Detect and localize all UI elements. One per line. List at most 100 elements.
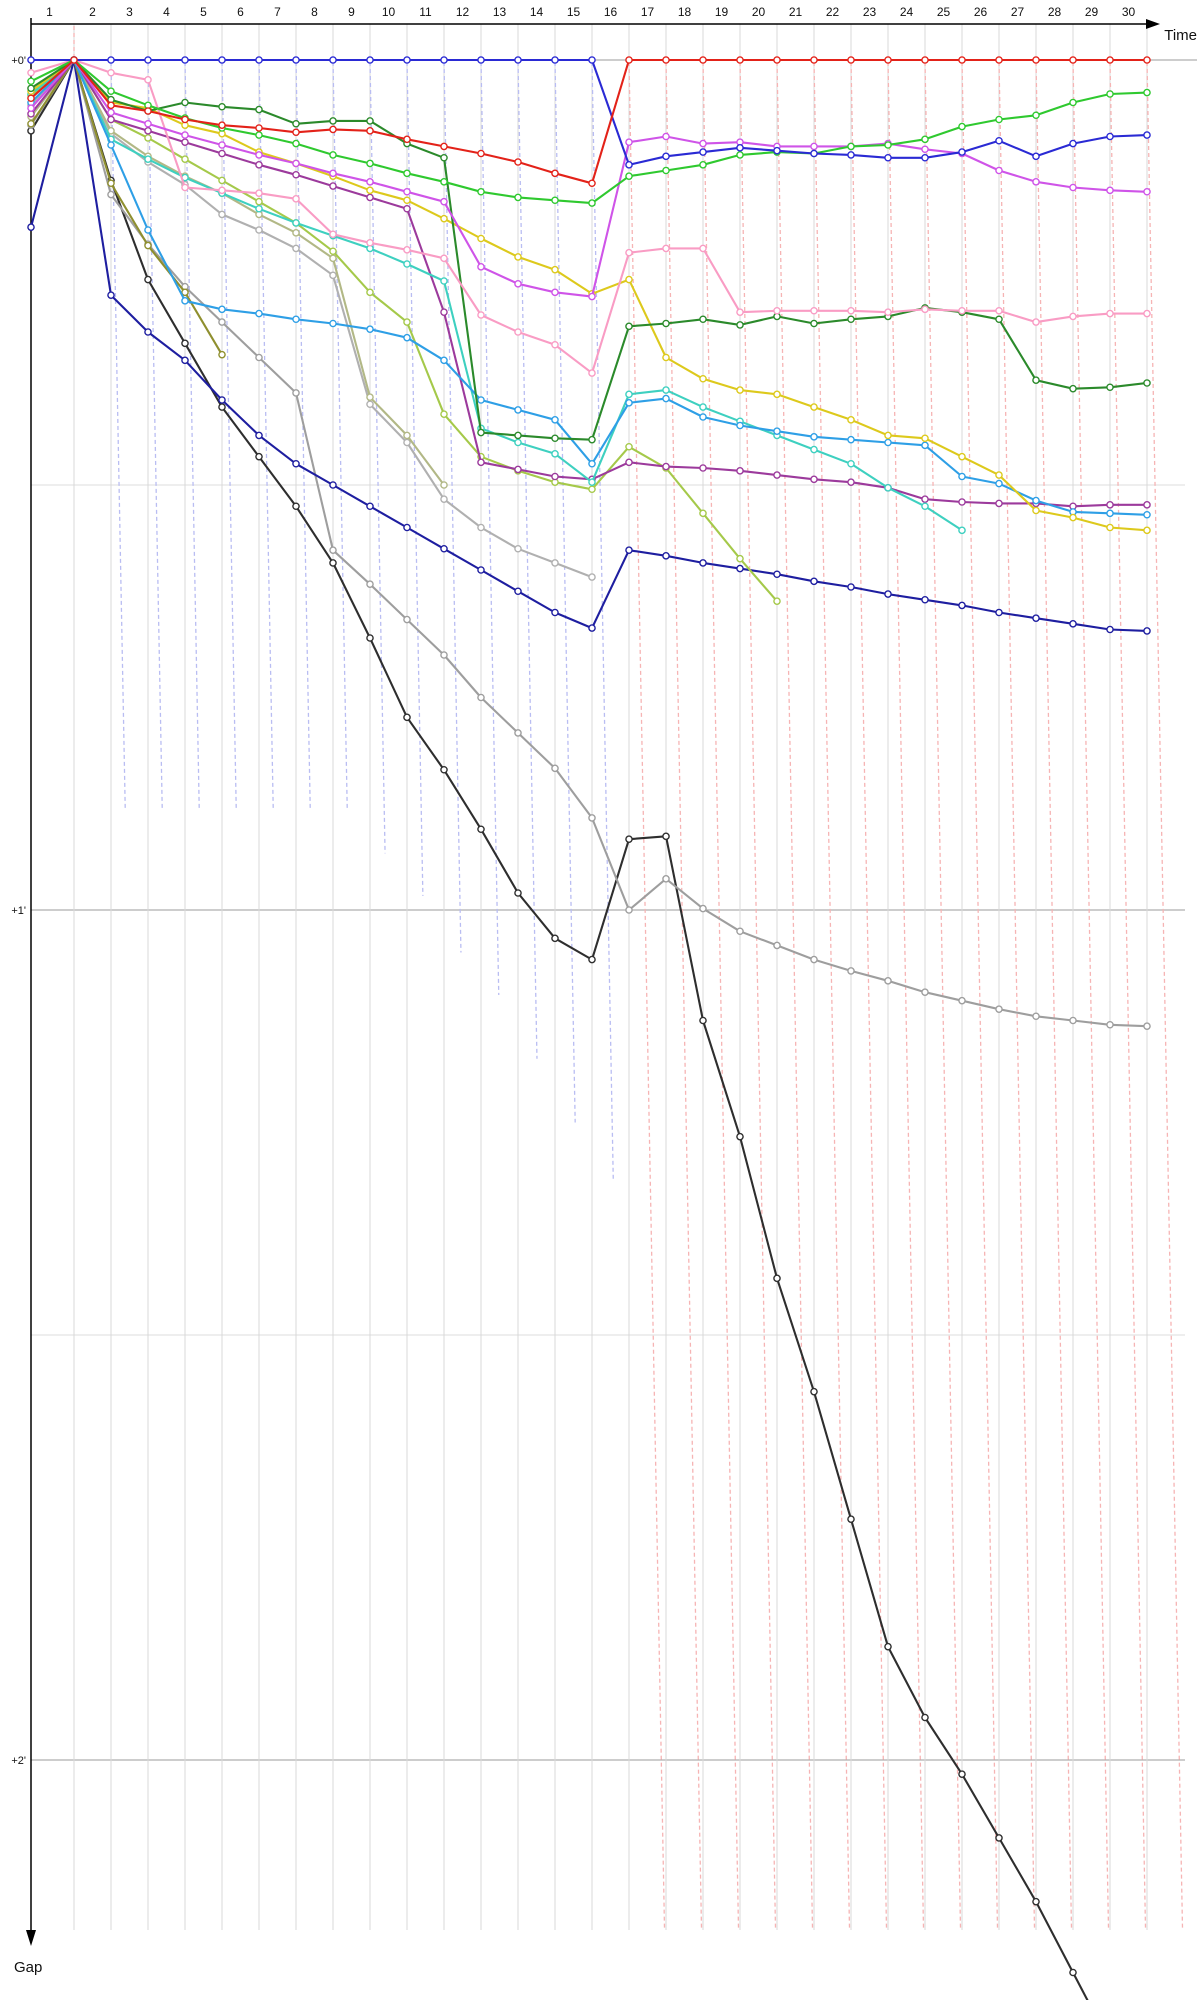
leader-lap-guide-blue [591, 61, 614, 1180]
driver-black-marker [736, 1132, 744, 1141]
driver-red-marker [847, 56, 855, 64]
driver-lightblue-marker [884, 438, 892, 447]
driver-magenta-marker [551, 288, 559, 297]
driver-magenta-marker [292, 159, 300, 168]
driver-purple-marker [440, 308, 448, 316]
driver-purple-marker [107, 115, 115, 124]
driver-blue-marker [847, 151, 855, 159]
driver-yellowgreen-marker [366, 288, 374, 297]
driver-black-marker [403, 713, 411, 722]
driver-red-marker [921, 56, 929, 64]
driver-yellow-marker [403, 196, 411, 205]
driver-pink-marker [292, 195, 300, 203]
driver-turquoise-marker [255, 204, 263, 213]
driver-yellow-marker [884, 431, 892, 440]
driver-magenta-marker [699, 139, 707, 148]
driver-red-marker [403, 135, 411, 144]
driver-silver-marker [255, 226, 263, 234]
driver-gray-marker [218, 318, 226, 326]
driver-darkgreen-marker [27, 84, 35, 93]
driver-blue-marker [514, 56, 522, 64]
driver-lightblue-marker [662, 394, 670, 403]
driver-navy-marker [329, 481, 337, 489]
driver-black-marker [699, 1016, 707, 1025]
driver-magenta-line [29, 58, 1149, 298]
driver-green-marker [366, 159, 374, 168]
lap-label-9: 9 [348, 5, 355, 19]
driver-olive-marker [144, 241, 152, 250]
driver-magenta-marker [255, 151, 263, 159]
driver-lightblue-marker [699, 413, 707, 421]
driver-gray-marker [1032, 1012, 1040, 1021]
lap-gridlines [73, 24, 1148, 1930]
driver-purple-marker [329, 182, 337, 190]
driver-green-marker [1143, 88, 1151, 97]
driver-olive-marker [107, 179, 115, 188]
driver-tan-marker [403, 431, 411, 440]
driver-pink-marker [810, 306, 818, 315]
driver-blue-marker [218, 56, 226, 64]
driver-gray-marker [884, 977, 892, 985]
lap-label-3: 3 [126, 5, 133, 19]
driver-green-marker [736, 151, 744, 159]
driver-pink-line [29, 58, 1149, 375]
driver-lightblue-marker [107, 141, 115, 149]
driver-turquoise-marker [847, 459, 855, 468]
driver-red-marker [27, 94, 35, 103]
driver-red-marker [329, 125, 337, 134]
driver-navy-marker [1106, 625, 1114, 634]
driver-blue-marker [292, 56, 300, 64]
driver-silver-marker [514, 544, 522, 553]
driver-lightblue-trace [27, 56, 1151, 519]
driver-darkgreen-marker [625, 322, 633, 331]
driver-green-marker [255, 131, 263, 139]
driver-gray-marker [329, 546, 337, 554]
driver-yellow-marker [1106, 523, 1114, 532]
driver-navy-marker [588, 624, 596, 632]
driver-lightblue-marker [625, 399, 633, 407]
driver-blue-trace [27, 56, 1151, 169]
driver-navy-marker [958, 601, 966, 610]
lap-label-24: 24 [900, 5, 914, 19]
driver-black-marker [440, 765, 448, 774]
horizontal-gridlines [31, 59, 1197, 1761]
driver-red-marker [662, 56, 670, 64]
driver-yellow-marker [847, 416, 855, 424]
driver-silver-marker [440, 495, 448, 503]
driver-navy-marker [662, 552, 670, 560]
driver-magenta-marker [514, 280, 522, 288]
driver-navy-marker [736, 564, 744, 573]
driver-gray-marker [810, 955, 818, 964]
driver-black-marker [1069, 1968, 1077, 1977]
driver-yellow-marker [625, 275, 633, 284]
driver-black-marker [773, 1274, 781, 1283]
driver-gray-marker [1143, 1022, 1151, 1030]
driver-turquoise-marker [292, 219, 300, 227]
driver-yellowgreen-marker [329, 247, 337, 256]
driver-red-marker [625, 56, 633, 64]
leader-lap-guide-red [998, 61, 1036, 1931]
driver-yellow-marker [366, 186, 374, 195]
driver-red-marker [255, 124, 263, 132]
driver-black-marker [329, 559, 337, 567]
leader-lap-guide-blue [406, 61, 424, 896]
driver-purple-marker [144, 127, 152, 135]
driver-green-marker [403, 169, 411, 178]
driver-pink-marker [588, 369, 596, 377]
driver-darkgreen-marker [995, 315, 1003, 324]
driver-green-marker [995, 115, 1003, 124]
lap-label-26: 26 [974, 5, 988, 19]
driver-magenta-marker [662, 132, 670, 141]
driver-gray-marker [847, 967, 855, 975]
driver-darkgreen-marker [218, 102, 226, 111]
driver-tan-line [29, 58, 446, 487]
driver-blue-marker [773, 146, 781, 155]
lap-label-30: 30 [1122, 5, 1136, 19]
driver-turquoise-line [29, 58, 964, 532]
driver-gray-marker [958, 996, 966, 1005]
driver-pink-marker [736, 308, 744, 316]
lap-label-29: 29 [1085, 5, 1099, 19]
driver-yellow-marker [736, 386, 744, 394]
driver-darkgreen-trace [27, 56, 1151, 444]
